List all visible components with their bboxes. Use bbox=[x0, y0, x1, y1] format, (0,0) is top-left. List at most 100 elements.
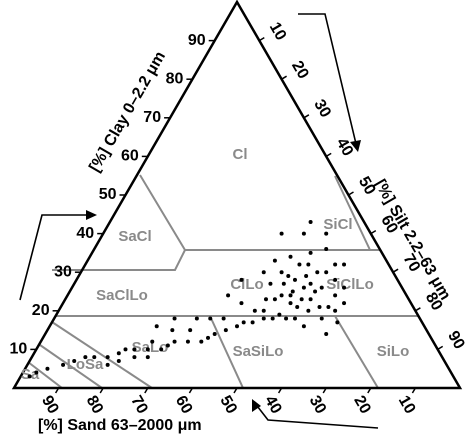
data-point bbox=[324, 231, 329, 236]
region-label: ClLo bbox=[230, 276, 263, 293]
clay-tick-label: 20 bbox=[32, 302, 50, 319]
sand-tick-label: 40 bbox=[261, 393, 285, 417]
sand-tick bbox=[411, 387, 417, 394]
data-point bbox=[172, 316, 177, 321]
data-point bbox=[288, 254, 293, 259]
clay-tick-label: 10 bbox=[10, 341, 28, 358]
data-point bbox=[154, 324, 159, 329]
data-point bbox=[226, 293, 231, 298]
boundary bbox=[51, 321, 153, 389]
sand-tick-label: 60 bbox=[172, 393, 196, 417]
sand-tick-label: 90 bbox=[38, 393, 62, 417]
data-point bbox=[306, 308, 311, 313]
data-point bbox=[261, 308, 266, 313]
arrowhead bbox=[252, 399, 261, 412]
silt-tick-label: 60 bbox=[377, 213, 401, 237]
region-label: SaClLo bbox=[96, 287, 148, 304]
data-point bbox=[277, 312, 282, 317]
data-point bbox=[105, 362, 110, 367]
boundary bbox=[27, 361, 63, 389]
data-point bbox=[145, 347, 150, 352]
silt-tick bbox=[348, 191, 354, 196]
silt-tick-label: 80 bbox=[422, 290, 446, 314]
data-point bbox=[123, 347, 128, 352]
data-point bbox=[223, 328, 228, 333]
sand-tick bbox=[367, 387, 372, 394]
boundary bbox=[52, 249, 186, 271]
sand-tick bbox=[277, 387, 283, 394]
data-point bbox=[145, 355, 150, 360]
data-point bbox=[313, 289, 318, 294]
region-label: SiClLo bbox=[326, 276, 374, 293]
data-point bbox=[252, 308, 257, 313]
region-label: SaCl bbox=[118, 228, 151, 245]
data-point bbox=[199, 339, 204, 344]
data-point bbox=[221, 316, 226, 321]
sand-tick bbox=[188, 387, 194, 394]
silt-tick-label: 40 bbox=[333, 135, 357, 159]
data-point bbox=[326, 304, 331, 309]
data-point bbox=[206, 335, 211, 340]
region-label: SaSiLo bbox=[233, 343, 284, 360]
data-point bbox=[342, 301, 347, 306]
sand-tick bbox=[233, 387, 238, 394]
sand-tick-label: 50 bbox=[216, 393, 240, 417]
data-point bbox=[333, 308, 338, 313]
data-point bbox=[272, 258, 277, 263]
data-point bbox=[132, 355, 137, 360]
clay-tick-label: 60 bbox=[121, 148, 139, 165]
data-point bbox=[92, 355, 97, 360]
region-label: SiLo bbox=[377, 343, 410, 360]
data-point bbox=[159, 347, 164, 352]
region-label: SiCl bbox=[323, 216, 352, 233]
data-point bbox=[304, 274, 309, 279]
data-point bbox=[324, 331, 329, 336]
data-point bbox=[212, 331, 217, 336]
data-point bbox=[317, 304, 322, 309]
silt-axis-title: [%] Silt 2.2–63 μm bbox=[371, 177, 454, 303]
data-point bbox=[342, 285, 347, 290]
data-point bbox=[268, 281, 273, 286]
sand-tick bbox=[54, 387, 60, 394]
boundary bbox=[334, 175, 371, 251]
clay-tick-label: 30 bbox=[54, 263, 72, 280]
data-point bbox=[241, 320, 246, 325]
data-point bbox=[208, 316, 213, 321]
data-point bbox=[286, 274, 291, 279]
arrowhead bbox=[350, 140, 361, 152]
data-point bbox=[295, 304, 300, 309]
data-point bbox=[315, 270, 320, 275]
data-point bbox=[83, 355, 88, 360]
data-point bbox=[335, 320, 340, 325]
arrow bbox=[298, 13, 358, 149]
silt-tick-label: 90 bbox=[444, 328, 468, 352]
data-point bbox=[288, 293, 293, 298]
arrowhead bbox=[86, 210, 97, 220]
data-point bbox=[297, 262, 302, 267]
boundary bbox=[334, 315, 379, 389]
sand-tick-label: 70 bbox=[127, 393, 151, 417]
sand-tick bbox=[99, 387, 104, 394]
data-point bbox=[306, 262, 311, 267]
data-point bbox=[105, 355, 110, 360]
data-point bbox=[34, 370, 39, 375]
axis-arrows bbox=[19, 13, 379, 429]
data-point bbox=[165, 343, 170, 348]
data-point bbox=[333, 277, 338, 282]
silt-tick bbox=[415, 307, 421, 312]
region-label: Sa bbox=[21, 366, 40, 383]
data-point bbox=[72, 358, 77, 363]
data-point bbox=[261, 316, 266, 321]
data-point bbox=[185, 339, 190, 344]
data-point bbox=[27, 374, 32, 379]
data-point bbox=[292, 316, 297, 321]
data-point bbox=[301, 285, 306, 290]
data-point bbox=[61, 362, 66, 367]
data-point bbox=[270, 316, 275, 321]
boundary bbox=[39, 344, 103, 389]
data-point bbox=[301, 324, 306, 329]
silt-tick-label: 70 bbox=[400, 251, 424, 275]
silt-tick bbox=[370, 229, 377, 235]
data-point bbox=[261, 270, 266, 275]
